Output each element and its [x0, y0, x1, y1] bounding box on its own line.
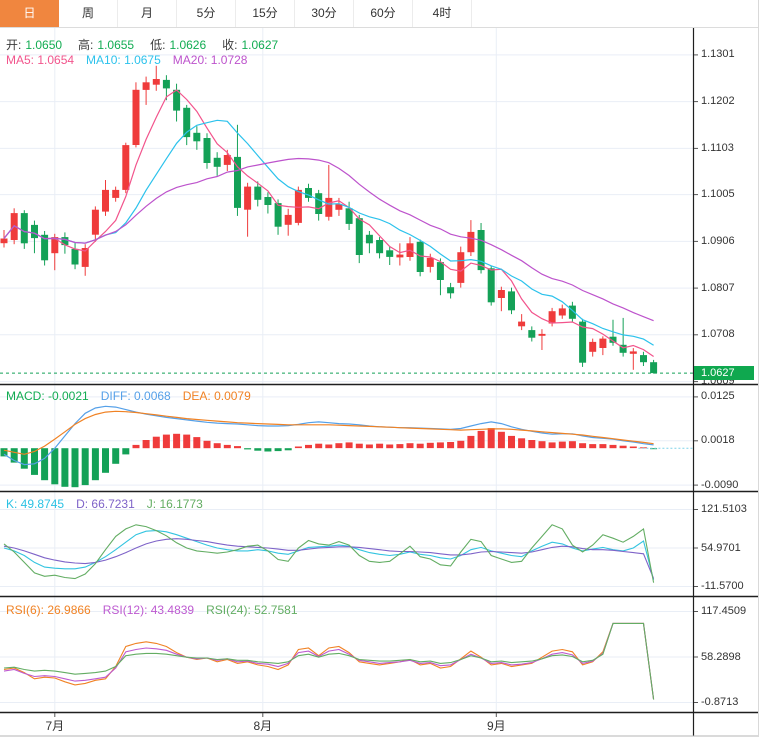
tab-30min[interactable]: 30分 — [295, 0, 354, 27]
y-axis-label: 1.1103 — [701, 141, 734, 154]
kdj-d-line — [3, 538, 655, 579]
y-axis-label: 1.0708 — [701, 328, 735, 341]
legend-ma20: MA20: 1.0728 — [172, 53, 248, 67]
kdj-series — [3, 524, 655, 583]
legend-open: 开: 1.0650 — [6, 38, 63, 52]
legend-dea: DEA: 0.0079 — [182, 389, 251, 403]
legend-macd: MACD: -0.0021 — [6, 389, 89, 403]
tab-4hour[interactable]: 4时 — [413, 0, 472, 27]
y-axis-label: 54.9701 — [701, 541, 741, 554]
timeframe-tabs: 日周月 5分 15分 30分 60分 4时 — [0, 0, 758, 28]
rsi-series — [3, 622, 655, 700]
legend-k: K: 49.8745 — [6, 497, 65, 511]
macd-series — [0, 405, 693, 488]
ma10-line — [3, 119, 654, 346]
kdj-legend: K: 49.8745 D: 66.7231 J: 16.1773 — [6, 497, 215, 511]
y-axis-label: -0.8713 — [701, 696, 739, 708]
y-axis-label: 1.1202 — [701, 95, 735, 108]
y-axis-label: 117.4509 — [701, 605, 747, 617]
x-axis-label: 8月 — [253, 719, 273, 733]
main-legend-ohlc: 开: 1.0650 高: 1.0655 低: 1.0626 收: 1.0627 — [6, 36, 294, 53]
main-legend-ma: MA5: 1.0654 MA10: 1.0675 MA20: 1.0728 — [6, 53, 259, 67]
tab-5min[interactable]: 5分 — [177, 0, 236, 27]
tab-week[interactable]: 周 — [59, 0, 118, 27]
tab-15min[interactable]: 15分 — [236, 0, 295, 27]
legend-ma5: MA5: 1.0654 — [6, 53, 75, 67]
y-axis-label: 1.0906 — [701, 234, 735, 247]
legend-rsi6: RSI(6): 26.9866 — [6, 603, 91, 617]
y-axis-label: 0.0125 — [701, 390, 735, 403]
macd-legend: MACD: -0.0021 DIFF: 0.0068 DEA: 0.0079 — [6, 389, 263, 403]
x-axis-label: 7月 — [45, 719, 65, 733]
legend-diff: DIFF: 0.0068 — [100, 389, 171, 403]
legend-rsi12: RSI(12): 43.4839 — [102, 603, 195, 617]
kdj-j-line — [3, 524, 655, 583]
y-axis-label: 1.1301 — [701, 48, 735, 61]
legend-close: 收: 1.0627 — [222, 38, 279, 52]
rsi-rsi12-line — [3, 622, 655, 700]
tab-60min[interactable]: 60分 — [354, 0, 413, 27]
y-axis-label: 1.0807 — [701, 281, 735, 294]
legend-low: 低: 1.0626 — [150, 38, 207, 52]
y-axis-label: 0.0018 — [701, 434, 735, 447]
dea-line — [3, 410, 654, 455]
y-axis-label: 121.5103 — [701, 503, 747, 515]
legend-high: 高: 1.0655 — [78, 38, 135, 52]
rsi-legend: RSI(6): 26.9866 RSI(12): 43.4839 RSI(24): … — [6, 603, 310, 617]
legend-d: D: 66.7231 — [76, 497, 135, 511]
legend-j: J: 16.1773 — [146, 497, 203, 511]
ma5-line — [3, 89, 654, 357]
candlestick-series — [0, 65, 693, 374]
y-axis-label: 58.2898 — [701, 650, 741, 663]
tab-day[interactable]: 日 — [0, 0, 59, 27]
x-axis-label: 9月 — [486, 719, 506, 733]
y-axis-label: -0.0090 — [701, 478, 739, 491]
legend-ma10: MA10: 1.0675 — [86, 53, 161, 67]
kdj-k-line — [3, 530, 655, 580]
legend-rsi24: RSI(24): 52.7581 — [206, 603, 298, 617]
tab-month[interactable]: 月 — [118, 0, 177, 27]
current-price-tag: 1.0627 — [694, 366, 754, 381]
y-axis-label: -11.5700 — [701, 580, 744, 592]
ma20-line — [3, 157, 654, 322]
dif-line — [3, 405, 654, 466]
rsi-rsi6-line — [3, 622, 655, 700]
y-axis-label: 1.1005 — [701, 188, 735, 201]
panel-borders — [0, 28, 758, 737]
rsi-rsi24-line — [3, 622, 655, 700]
